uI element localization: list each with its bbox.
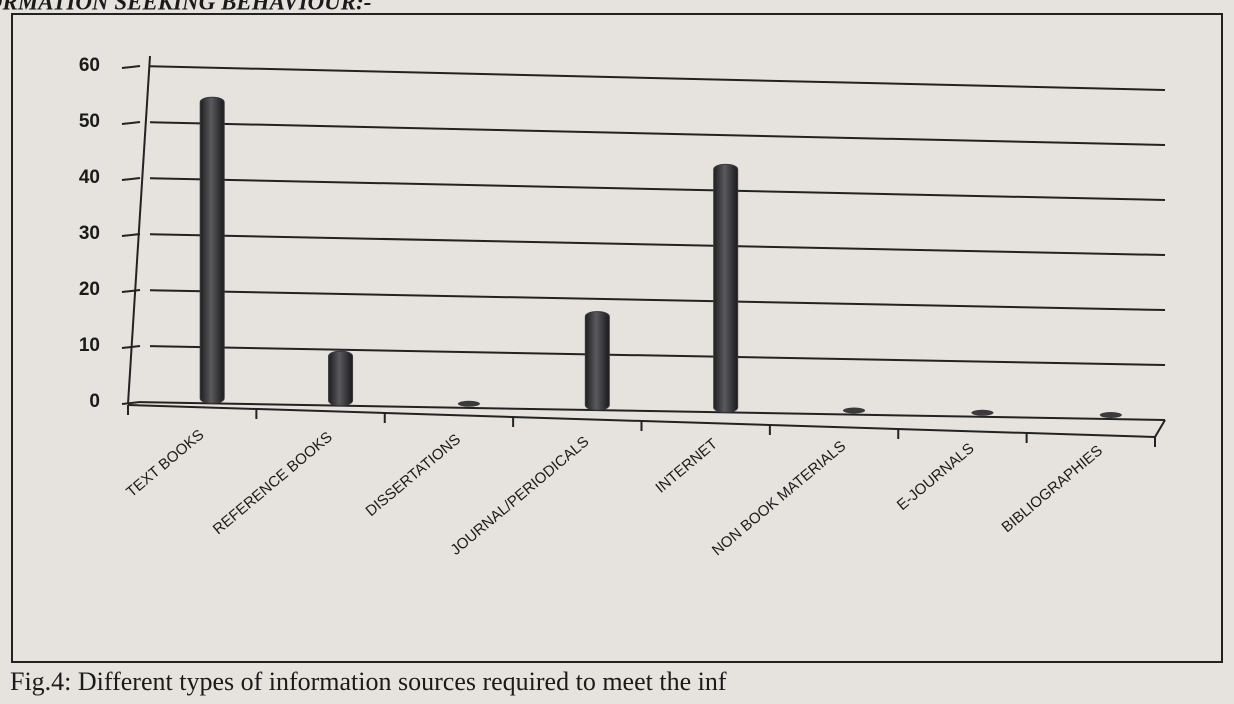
bar — [713, 163, 739, 413]
y-tick — [121, 345, 141, 349]
bar — [328, 350, 354, 407]
bar — [199, 96, 225, 404]
y-tick-label: 40 — [79, 167, 100, 188]
heading: INFORMATION SEEKING BEHAVIOUR:- — [0, 0, 371, 14]
grid-line — [149, 121, 1166, 146]
y-tick — [121, 177, 141, 181]
grid-line — [149, 65, 1166, 91]
y-tick — [121, 289, 141, 293]
y-tick — [121, 121, 141, 125]
grid-line — [149, 345, 1166, 366]
grid-line — [149, 233, 1166, 256]
bar — [1099, 412, 1122, 419]
y-tick-label: 30 — [79, 223, 100, 244]
y-tick-label: 60 — [79, 55, 100, 76]
y-tick — [121, 233, 141, 237]
bar — [584, 311, 610, 411]
y-tick-label: 10 — [79, 335, 100, 356]
grid-line — [149, 289, 1166, 311]
bar — [457, 400, 480, 407]
y-tick-label: 0 — [89, 391, 100, 412]
y-tick — [121, 401, 141, 405]
grid-line — [149, 177, 1166, 201]
caption: Fig.4: Different types of information so… — [10, 667, 727, 696]
y-tick — [121, 65, 141, 69]
y-tick-label: 50 — [79, 111, 100, 132]
y-tick-label: 20 — [79, 279, 100, 300]
x-axis-end — [1154, 419, 1166, 438]
chart-frame — [11, 13, 1223, 663]
bar — [843, 407, 866, 414]
bar — [971, 409, 994, 416]
grid-line — [139, 401, 1166, 421]
